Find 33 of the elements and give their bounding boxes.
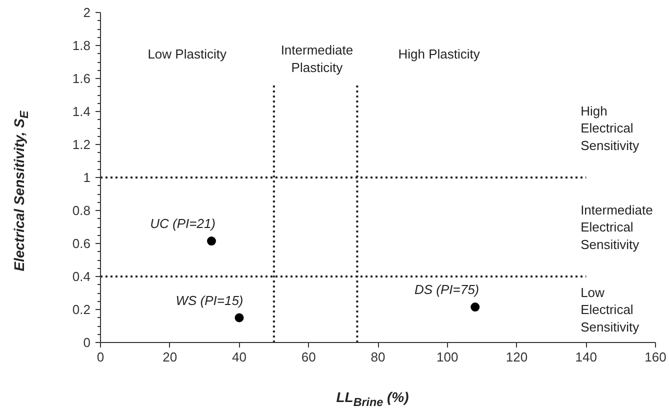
annotation: Intermediate Plasticity [280,42,354,75]
annotation: UC (PI=21) [150,216,216,232]
annotation: DS (PI=75) [414,282,480,298]
annotation: Intermediate Electrical Sensitivity [580,202,653,252]
annotation: WS (PI=15) [176,292,244,308]
x-tick-label: 140 [575,350,597,364]
x-tick-label: 0 [96,350,104,364]
annotation: Low Electrical Sensitivity [580,284,640,334]
annotation: Low Plasticity [148,46,227,62]
x-tick-label: 20 [162,350,178,364]
y-tick-label: 1 [83,170,91,185]
point [234,313,244,322]
annotation: High Plasticity [398,46,480,62]
y-tick-label: 0 [83,335,91,350]
y-tick-label: 1.6 [72,71,91,86]
y-tick-label: 0.4 [72,269,91,284]
y-tick-label: 1.2 [72,137,91,152]
y-tick-label: 1.8 [72,38,91,53]
y-tick-label: 1.4 [72,104,91,119]
annotation: High Electrical Sensitivity [580,103,640,153]
x-tick-label: 160 [644,350,666,364]
point [207,236,216,246]
x-tick-label: 40 [232,350,246,364]
point [470,302,480,312]
y-tick-label: 0.8 [72,203,91,218]
x-tick-label: 100 [436,350,458,364]
y-tick-label: 2 [83,5,91,20]
y-tick-label: 0.2 [72,302,91,317]
x-tick-label: 120 [506,350,528,364]
y-tick-label: 0.6 [72,236,91,251]
x-axis-title: LL$_{Brine}$ (%) [335,388,410,411]
x-tick-label: 80 [370,350,386,364]
x-tick-label: 60 [301,350,316,364]
